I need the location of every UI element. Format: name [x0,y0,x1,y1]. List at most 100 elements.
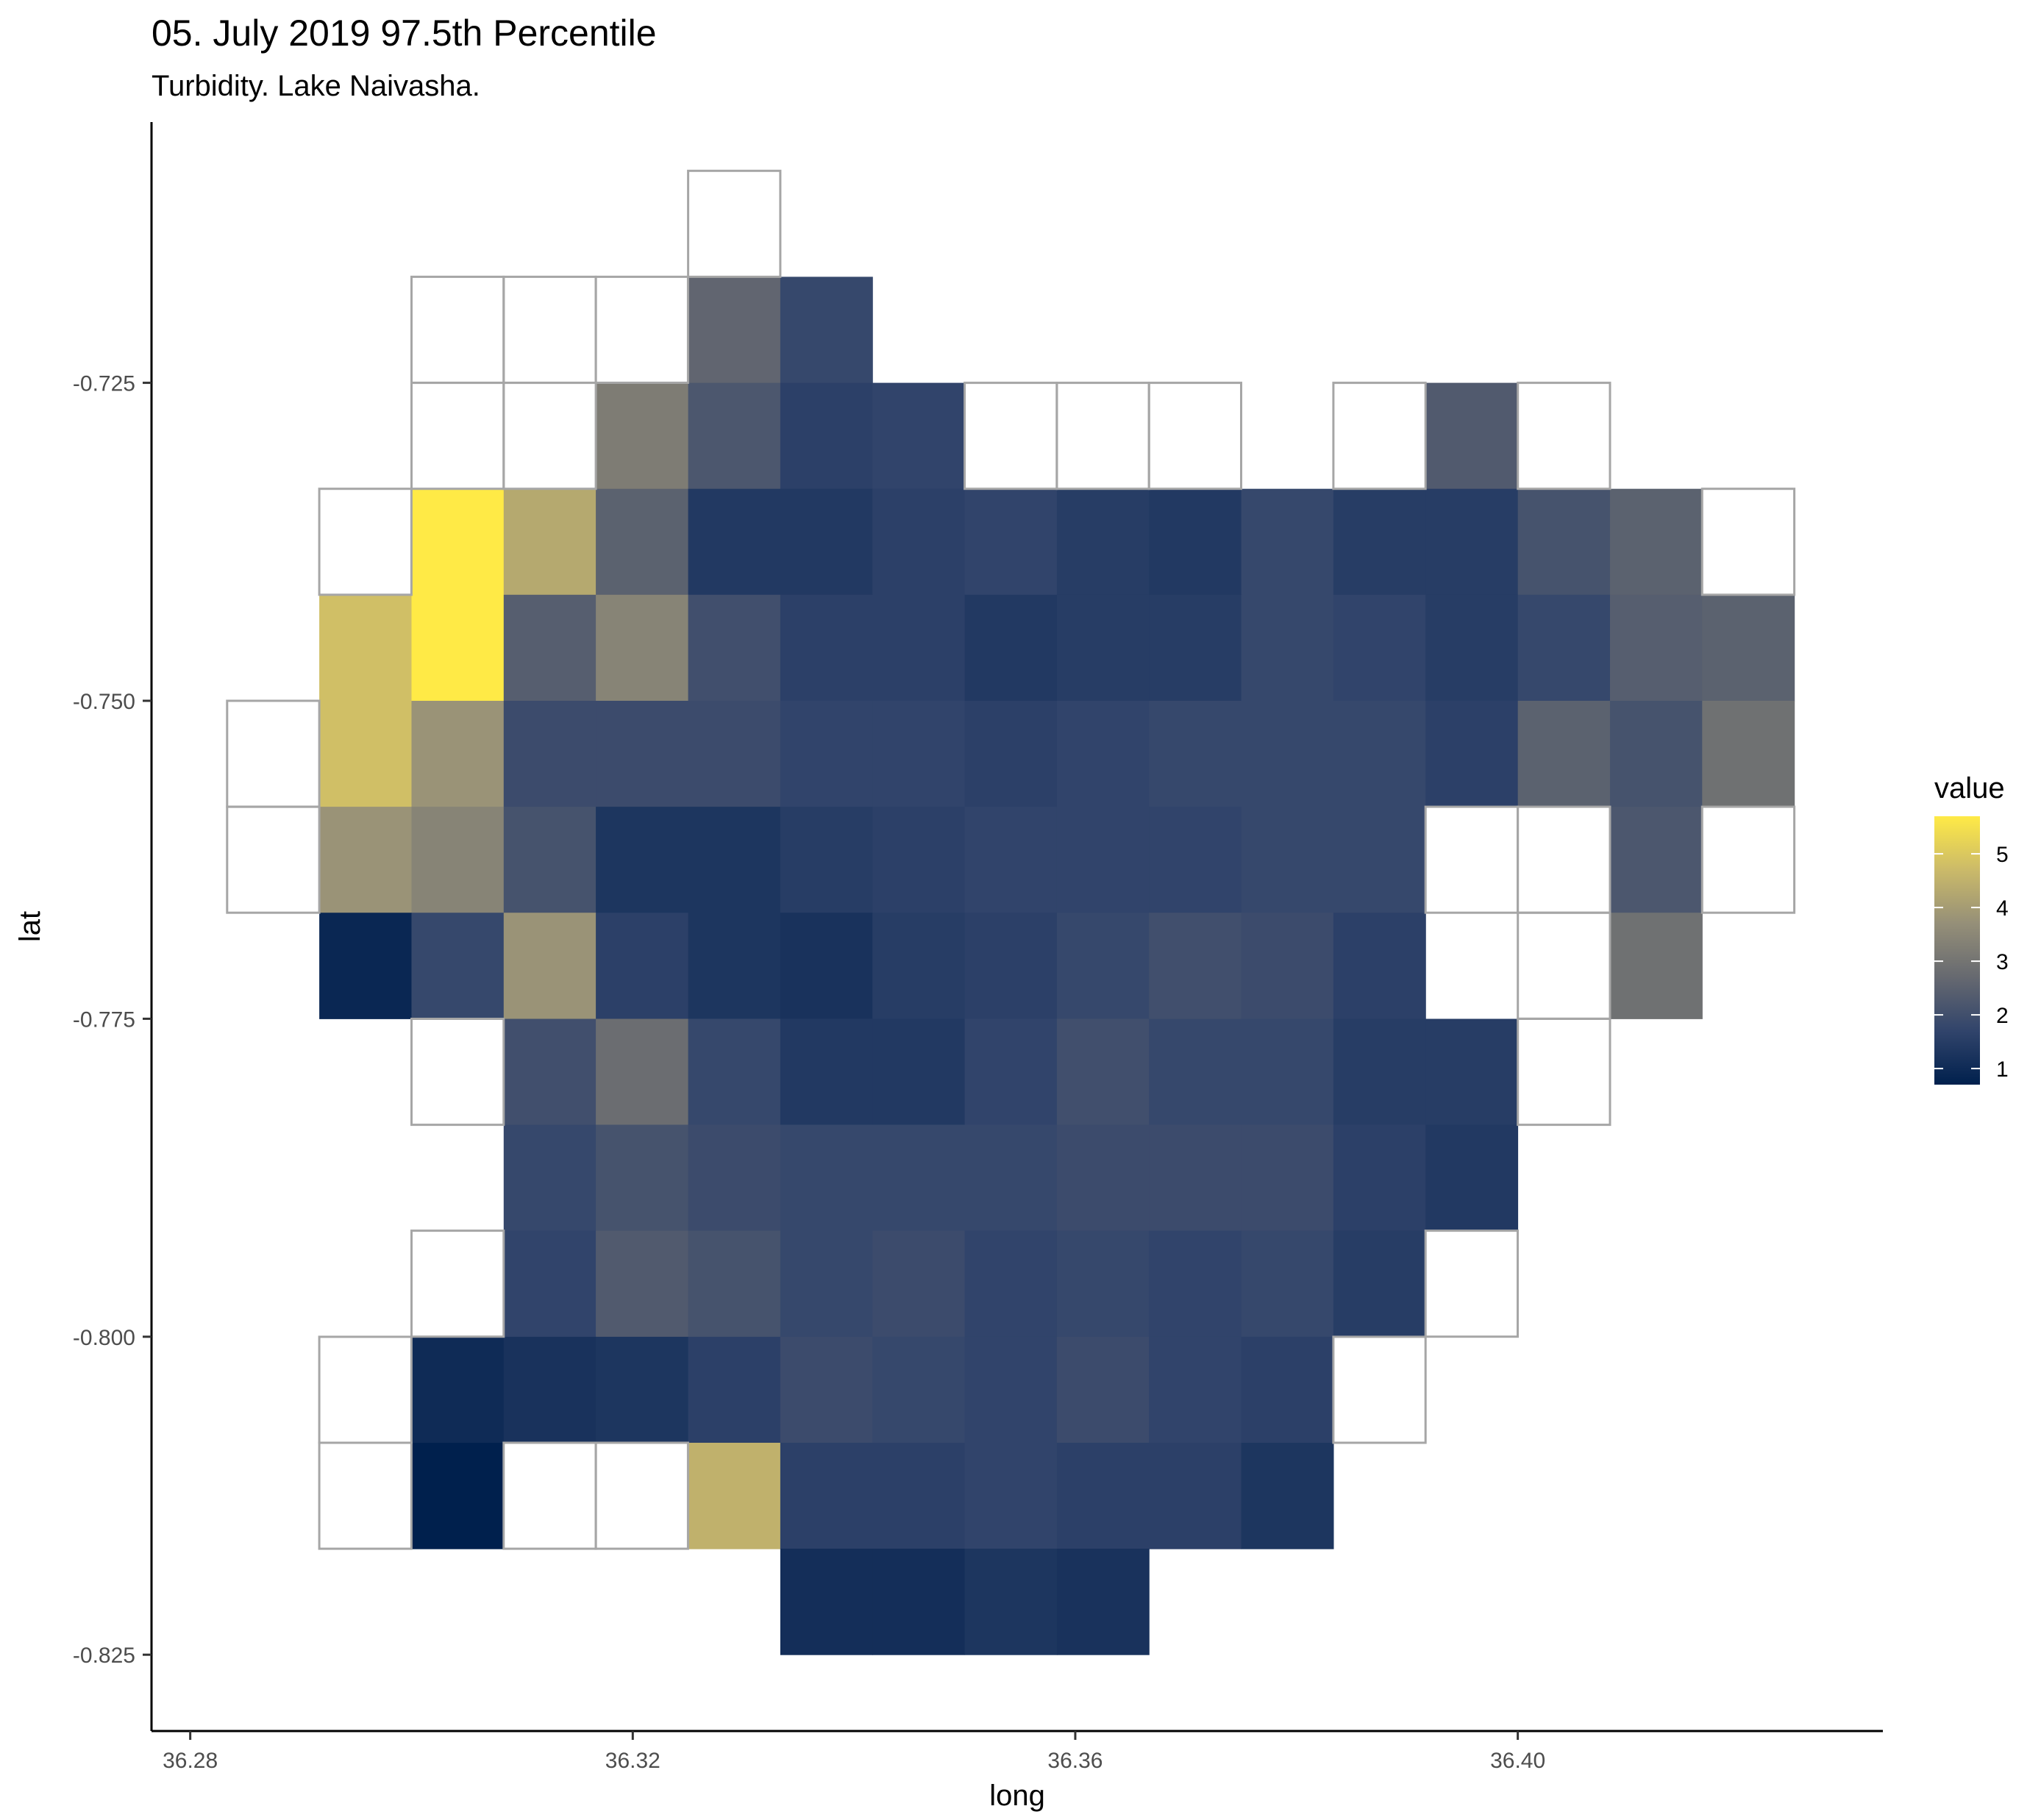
heatmap-cell [872,1549,966,1655]
y-tick-label: -0.725 [73,372,135,396]
chart-subtitle: Turbidity. Lake Naivasha. [152,70,480,102]
heatmap-cell [872,382,966,490]
heatmap-cell [1333,488,1426,596]
heatmap-cell [411,1443,505,1549]
heatmap-cell [503,1230,596,1338]
heatmap-cell [688,1018,781,1126]
heatmap-cell [1241,1230,1334,1338]
heatmap-cell [780,913,873,1019]
heatmap-cell [1056,807,1150,913]
heatmap-cell [688,1124,781,1232]
na-cell-outline [502,275,597,384]
heatmap-cell [596,1336,688,1443]
legend-tick-label: 4 [1996,896,2009,921]
heatmap-cell [503,1336,596,1443]
heatmap-cell [1241,1124,1334,1232]
heatmap-cell [780,1124,873,1232]
heatmap-cell [780,807,873,913]
heatmap-cell [1149,1124,1242,1232]
na-cell-outline [1424,805,1519,914]
heatmap-cell [688,382,781,490]
heatmap-cell [872,594,966,702]
heatmap-cell [688,1443,781,1549]
heatmap-cell [1517,488,1611,596]
heatmap-cell [1517,701,1611,807]
heatmap-cell [1056,1336,1150,1443]
heatmap-cell [1610,913,1703,1019]
na-cell-outline [502,1441,597,1550]
heatmap-cell [1241,488,1334,596]
heatmap-cell [964,488,1058,596]
heatmap-cell [1056,1443,1150,1549]
heatmap-cell [596,1018,688,1126]
heatmap-cell [1241,1336,1334,1443]
legend-tick-label: 5 [1996,843,2009,867]
heatmap-cell [780,1443,873,1549]
y-tick-label: -0.800 [73,1326,135,1350]
heatmap-cell [780,382,873,490]
heatmap-cell [1241,594,1334,702]
heatmap-cell [1425,701,1519,807]
heatmap-cell [964,1018,1058,1126]
heatmap-cell [1517,594,1611,702]
na-cell-outline [1517,1018,1611,1127]
heatmap-cell [1149,701,1242,807]
heatmap-cell [872,913,966,1019]
heatmap-cell [872,1443,966,1549]
heatmap-cell [1149,1336,1242,1443]
heatmap-cell [1056,1549,1150,1655]
heatmap-cell [596,807,688,913]
heatmap-cell [1241,701,1334,807]
heatmap-cell [1149,1230,1242,1338]
heatmap-cell [596,1124,688,1232]
heatmap-cell [780,1336,873,1443]
heatmap-cells [319,276,1795,1655]
heatmap-cell [688,913,781,1019]
heatmap-cell [1333,1230,1426,1338]
heatmap-cell [503,913,596,1019]
na-cell-outline [594,275,689,384]
legend-title: value [1934,772,2005,804]
heatmap-cell [1702,701,1795,807]
heatmap-cell [1610,488,1703,596]
heatmap-cell [688,1230,781,1338]
heatmap-cell [872,1018,966,1126]
heatmap-cell [503,594,596,702]
heatmap-cell [780,594,873,702]
heatmap-cell [964,1230,1058,1338]
y-tick-label: -0.775 [73,1007,135,1032]
x-tick-label: 36.40 [1490,1749,1545,1773]
heatmap-cell [1425,594,1519,702]
na-cell-outline [410,275,505,384]
heatmap-cell [411,807,505,913]
heatmap-cell [1149,1443,1242,1549]
heatmap-cell [1056,701,1150,807]
heatmap-cell [596,701,688,807]
na-cell-outline [410,382,505,490]
heatmap-cell [411,913,505,1019]
na-cell-outline [502,382,597,490]
heatmap-cell [1425,382,1519,490]
heatmap-cell [964,807,1058,913]
heatmap-cell [411,1336,505,1443]
heatmap-cell [964,701,1058,807]
legend-tick-label: 1 [1996,1057,2009,1082]
heatmap-cell [1149,1018,1242,1126]
na-cell-outline [1517,911,1611,1020]
heatmap-cell [872,807,966,913]
heatmap-cell [780,488,873,596]
na-cell-outline [1700,805,1796,914]
heatmap-cell [964,1336,1058,1443]
heatmap-cell [596,913,688,1019]
y-tick-label: -0.825 [73,1644,135,1668]
heatmap-cell [1610,701,1703,807]
heatmap-cell [503,701,596,807]
heatmap-cell [596,382,688,490]
heatmap-cell [1149,807,1242,913]
x-axis-title: long [989,1780,1045,1812]
heatmap-cell [1333,1124,1426,1232]
heatmap-cell [1610,594,1703,702]
heatmap-cell [688,488,781,596]
na-cell-outline [1517,382,1611,490]
